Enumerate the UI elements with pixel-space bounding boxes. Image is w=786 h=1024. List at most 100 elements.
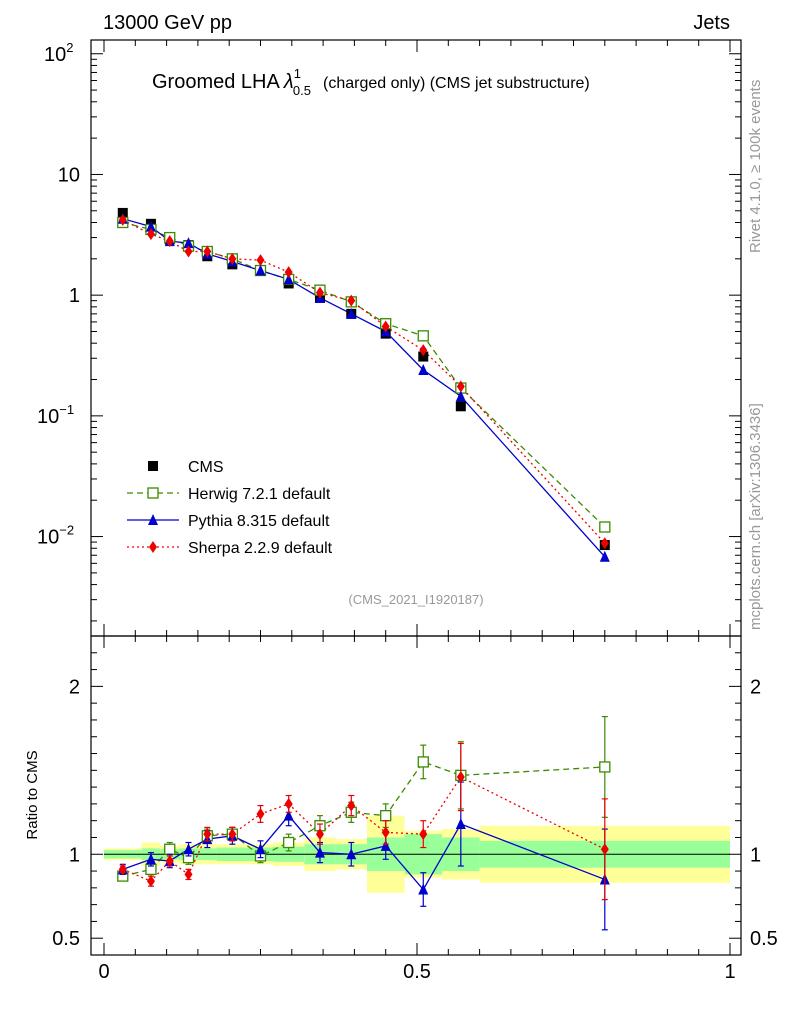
tick-exponent: −1 <box>59 402 74 417</box>
main-y-tick-label: 10−1 <box>37 402 74 428</box>
rivet-version-label: Rivet 4.1.0, ≥ 100k events <box>747 80 764 253</box>
x-tick-label: 0.5 <box>403 961 431 983</box>
sherpa-ratio-point <box>184 868 193 881</box>
herwig-ratio-point <box>164 843 176 855</box>
herwig-legend-label: Herwig 7.2.1 default <box>188 486 331 503</box>
sherpa-point <box>256 254 265 267</box>
ratio-axis-label: Ratio to CMS <box>24 750 41 839</box>
pythia-point <box>346 307 357 319</box>
herwig-ratio-line <box>122 761 605 877</box>
ratio-panel-marks <box>117 715 611 931</box>
title-main: Groomed LHA <box>152 71 280 93</box>
sherpa-point <box>118 213 127 226</box>
pythia-ratio-point <box>145 853 156 865</box>
sherpa-ratio-point <box>165 854 174 867</box>
x-tick-label: 1 <box>724 961 735 983</box>
main-y-tick-label: 102 <box>44 40 73 66</box>
pythia-point <box>283 273 294 285</box>
sherpa-ratio-point <box>315 828 324 841</box>
sherpa-point <box>419 344 428 357</box>
main-y-tick-label: 10 <box>58 164 80 186</box>
tick-base: 10 <box>37 527 59 549</box>
pythia-ratio-point <box>346 848 357 860</box>
sherpa-ratio-point <box>146 875 155 888</box>
sherpa-ratio-point <box>228 828 237 841</box>
tick-base: 10 <box>37 406 59 428</box>
sherpa-point <box>381 320 390 333</box>
herwig-legend-marker <box>147 487 159 499</box>
sherpa-legend-label: Sherpa 2.2.9 default <box>188 540 333 557</box>
tick-exponent: 2 <box>66 40 73 55</box>
sherpa-point <box>165 235 174 248</box>
ratio-plot-frame <box>90 635 742 956</box>
sherpa-point <box>600 537 609 550</box>
title-suffix: (charged only) (CMS jet substructure) <box>323 75 590 92</box>
pythia-ratio-point <box>183 843 194 855</box>
sherpa-point <box>456 380 465 393</box>
sherpa-legend-marker <box>149 541 157 553</box>
sherpa-ratio-point <box>456 771 465 784</box>
herwig-point <box>599 521 611 533</box>
pythia-legend-label: Pythia 8.315 default <box>188 513 330 530</box>
pythia-point <box>455 390 466 402</box>
herwig-ratio-point <box>283 836 295 849</box>
legend: CMS Herwig 7.2.1 default Pythia 8.315 defa… <box>127 459 333 557</box>
pythia-ratio-line <box>122 814 606 891</box>
pythia-ratio-point <box>283 809 294 821</box>
title-sub: 0.5 <box>293 83 311 98</box>
main-y-tick-label: 10−2 <box>37 523 74 549</box>
sherpa-ratio-point <box>256 807 265 820</box>
pythia-point <box>145 220 156 232</box>
title-symbol: λ <box>283 71 294 93</box>
pythia-ratio-point <box>314 846 325 858</box>
pythia-ratio-point <box>380 839 391 851</box>
analysis-id-label: (CMS_2021_I1920187) <box>348 592 483 607</box>
sherpa-point <box>347 294 356 307</box>
header-jets-label: Jets <box>693 12 730 34</box>
ratio-y-tick-label-right: 2 <box>750 676 761 698</box>
cms-legend-marker <box>148 461 158 471</box>
chart-title: Groomed LHA λ1 0.5 (charged only) (CMS jet … <box>152 66 590 98</box>
main-panel-marks <box>117 207 611 562</box>
sherpa-ratio-point <box>600 843 609 856</box>
cms-legend-label: CMS <box>188 459 224 476</box>
sherpa-point <box>315 286 324 299</box>
sherpa-ratio-point <box>381 826 390 839</box>
cms-point <box>418 351 429 362</box>
pythia-ratio-point <box>418 883 429 895</box>
pythia-ratio-point <box>455 818 466 830</box>
ratio-y-tick-label-right: 1 <box>750 844 761 866</box>
cms-point <box>455 401 466 412</box>
title-sup: 1 <box>294 66 301 81</box>
pythia-point <box>418 363 429 375</box>
herwig-point <box>417 330 429 342</box>
ratio-y-tick-label: 2 <box>69 676 80 698</box>
pythia-point <box>255 264 266 276</box>
sherpa-ratio-point <box>347 799 356 812</box>
pythia-point <box>599 550 610 562</box>
sherpa-ratio-point <box>118 863 127 876</box>
herwig-ratio-point <box>380 809 392 822</box>
mcplots-label: mcplots.cern.ch [arXiv:1306.3436] <box>747 403 764 630</box>
pythia-line <box>122 218 606 558</box>
pythia-ratio-point <box>255 843 266 855</box>
sherpa-point <box>146 228 155 241</box>
sherpa-point <box>284 266 293 279</box>
main-y-tick-label: 1 <box>69 285 80 307</box>
sherpa-ratio-point <box>419 828 428 841</box>
ratio-y-tick-label: 1 <box>69 844 80 866</box>
tick-exponent: −2 <box>59 523 74 538</box>
sherpa-point <box>228 252 237 265</box>
ratio-y-tick-label: 0.5 <box>52 928 80 950</box>
sherpa-ratio-point <box>284 797 293 810</box>
herwig-ratio-point <box>417 756 429 768</box>
pythia-legend-marker <box>148 514 158 525</box>
ratio-y-tick-label-right: 0.5 <box>750 928 778 950</box>
herwig-ratio-point <box>599 761 611 773</box>
x-tick-label: 0 <box>98 961 109 983</box>
header-energy-label: 13000 GeV pp <box>103 12 232 34</box>
pythia-point <box>183 237 194 249</box>
tick-base: 10 <box>44 44 66 66</box>
